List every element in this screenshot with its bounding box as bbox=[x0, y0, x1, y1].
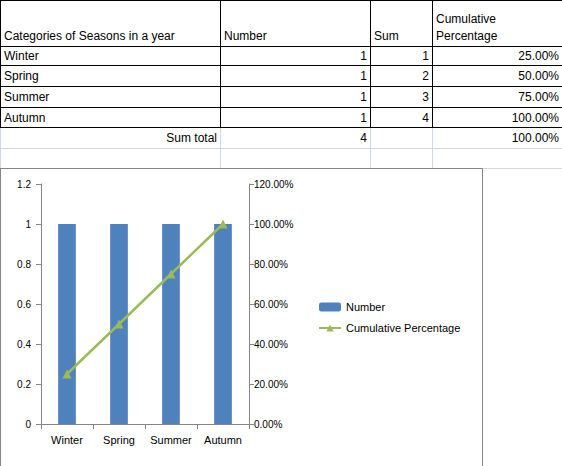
html-text:3: 3 bbox=[422, 90, 429, 104]
svg-text:1.2: 1.2 bbox=[17, 179, 31, 190]
html-text:25.00%: 25.00% bbox=[518, 49, 559, 63]
html-text:1: 1 bbox=[422, 49, 429, 63]
html-text:Summer: Summer bbox=[4, 90, 50, 104]
svg-text:0.2: 0.2 bbox=[17, 379, 31, 390]
svg-text:0: 0 bbox=[25, 419, 31, 430]
html-text:1: 1 bbox=[360, 49, 367, 63]
html-text:Number: Number bbox=[224, 29, 267, 43]
svg-text:Autumn: Autumn bbox=[204, 434, 242, 446]
html-text:Cumulative Percentage: Cumulative Percentage bbox=[436, 12, 498, 43]
html-text:100.00%: 100.00% bbox=[511, 110, 559, 125]
svg-text:Number: Number bbox=[346, 301, 385, 313]
html-text:Autumn: Autumn bbox=[4, 110, 46, 125]
html-text:1: 1 bbox=[360, 110, 367, 125]
svg-text:40.00%: 40.00% bbox=[254, 339, 288, 350]
svg-text:120.00%: 120.00% bbox=[254, 179, 294, 190]
html-text:50.00%: 50.00% bbox=[518, 69, 559, 83]
html-text:100.00%: 100.00% bbox=[511, 131, 559, 145]
html-text:Categories of Seasons in a yea: Categories of Seasons in a year bbox=[4, 29, 175, 43]
html-text:75.00%: 75.00% bbox=[518, 90, 559, 104]
svg-text:0.4: 0.4 bbox=[17, 339, 31, 350]
html-text:4: 4 bbox=[422, 110, 429, 125]
svg-text:0.00%: 0.00% bbox=[254, 419, 282, 430]
html-text:1: 1 bbox=[360, 90, 367, 104]
html-text:1: 1 bbox=[360, 69, 367, 83]
html-text:4: 4 bbox=[360, 131, 367, 145]
svg-text:20.00%: 20.00% bbox=[254, 379, 288, 390]
svg-text:0.6: 0.6 bbox=[17, 299, 31, 310]
svg-text:80.00%: 80.00% bbox=[254, 259, 288, 270]
svg-text:0.8: 0.8 bbox=[17, 259, 31, 270]
svg-text:100.00%: 100.00% bbox=[254, 219, 294, 230]
html-text:Spring: Spring bbox=[4, 69, 39, 83]
html-text:Winter: Winter bbox=[4, 49, 39, 63]
svg-text:Spring: Spring bbox=[103, 434, 135, 446]
html-text:Sum total: Sum total bbox=[166, 131, 217, 145]
svg-text:Summer: Summer bbox=[150, 434, 192, 446]
svg-text:60.00%: 60.00% bbox=[254, 299, 288, 310]
html-text:Sum: Sum bbox=[374, 29, 399, 43]
svg-text:Winter: Winter bbox=[51, 434, 83, 446]
svg-text:Cumulative Percentage: Cumulative Percentage bbox=[346, 322, 460, 334]
svg-text:1: 1 bbox=[25, 219, 31, 230]
html-text:2: 2 bbox=[422, 69, 429, 83]
